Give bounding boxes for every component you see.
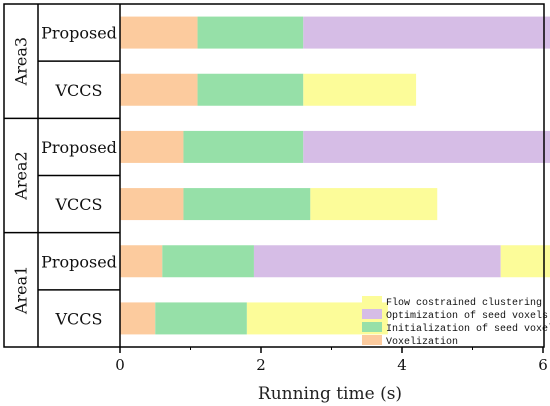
row-label: Proposed: [41, 24, 117, 43]
bar-segment-voxelization: [120, 130, 184, 163]
x-tick-label: 6: [538, 356, 548, 374]
x-axis: 0246810: [115, 347, 548, 374]
x-tick-label: 4: [397, 356, 407, 374]
bar-segment-initialization-of-seed-voxels: [197, 16, 304, 49]
frame-layer: [3, 3, 545, 348]
bar-segment-optimization-of-seed-voxels: [253, 245, 501, 278]
bar-segment-voxelization: [120, 16, 198, 49]
x-tick-label: 2: [256, 356, 266, 374]
bar-segment-initialization-of-seed-voxels: [197, 73, 304, 106]
row-label: VCCS: [55, 309, 103, 328]
bar-segment-initialization-of-seed-voxels: [162, 245, 254, 278]
bar-segment-voxelization: [120, 302, 156, 335]
bar-segment-initialization-of-seed-voxels: [183, 188, 311, 221]
bar-segment-initialization-of-seed-voxels: [183, 130, 304, 163]
plot-frame: [3, 3, 545, 348]
group-label: Area1: [12, 266, 31, 315]
bar-segment-flow-costrained-clustering: [310, 188, 438, 221]
group-label: Area3: [12, 37, 31, 86]
row-label: VCCS: [55, 195, 103, 214]
legend-label: Flow costrained clustering: [386, 297, 542, 309]
legend-swatch: [362, 335, 382, 345]
bar-segment-optimization-of-seed-voxels: [303, 16, 550, 49]
legend-swatch: [362, 322, 382, 332]
bar-segment-flow-costrained-clustering: [303, 73, 417, 106]
bars-layer: [120, 16, 550, 335]
legend-swatch: [362, 309, 382, 319]
group-label: Area2: [12, 151, 31, 200]
labels-layer: Proposed VCCS Area3 Proposed VCCS Area2 Propos…: [12, 24, 117, 329]
bar-segment-flow-costrained-clustering: [500, 245, 550, 278]
x-tick-label: 0: [115, 356, 125, 374]
legend-label: Initialization of seed voxels: [386, 323, 550, 335]
row-label: Proposed: [41, 138, 117, 157]
bar-segment-voxelization: [120, 245, 163, 278]
legend-label: Voxelization: [386, 336, 458, 348]
bar-segment-initialization-of-seed-voxels: [155, 302, 247, 335]
bar-segment-voxelization: [120, 73, 198, 106]
legend-swatch: [362, 296, 382, 306]
row-label: Proposed: [41, 252, 117, 271]
row-label: VCCS: [55, 81, 103, 100]
x-axis-title: Running time (s): [258, 384, 402, 404]
legend-label: Optimization of seed voxels: [386, 310, 548, 322]
bar-segment-optimization-of-seed-voxels: [303, 130, 550, 163]
bar-segment-voxelization: [120, 188, 184, 221]
